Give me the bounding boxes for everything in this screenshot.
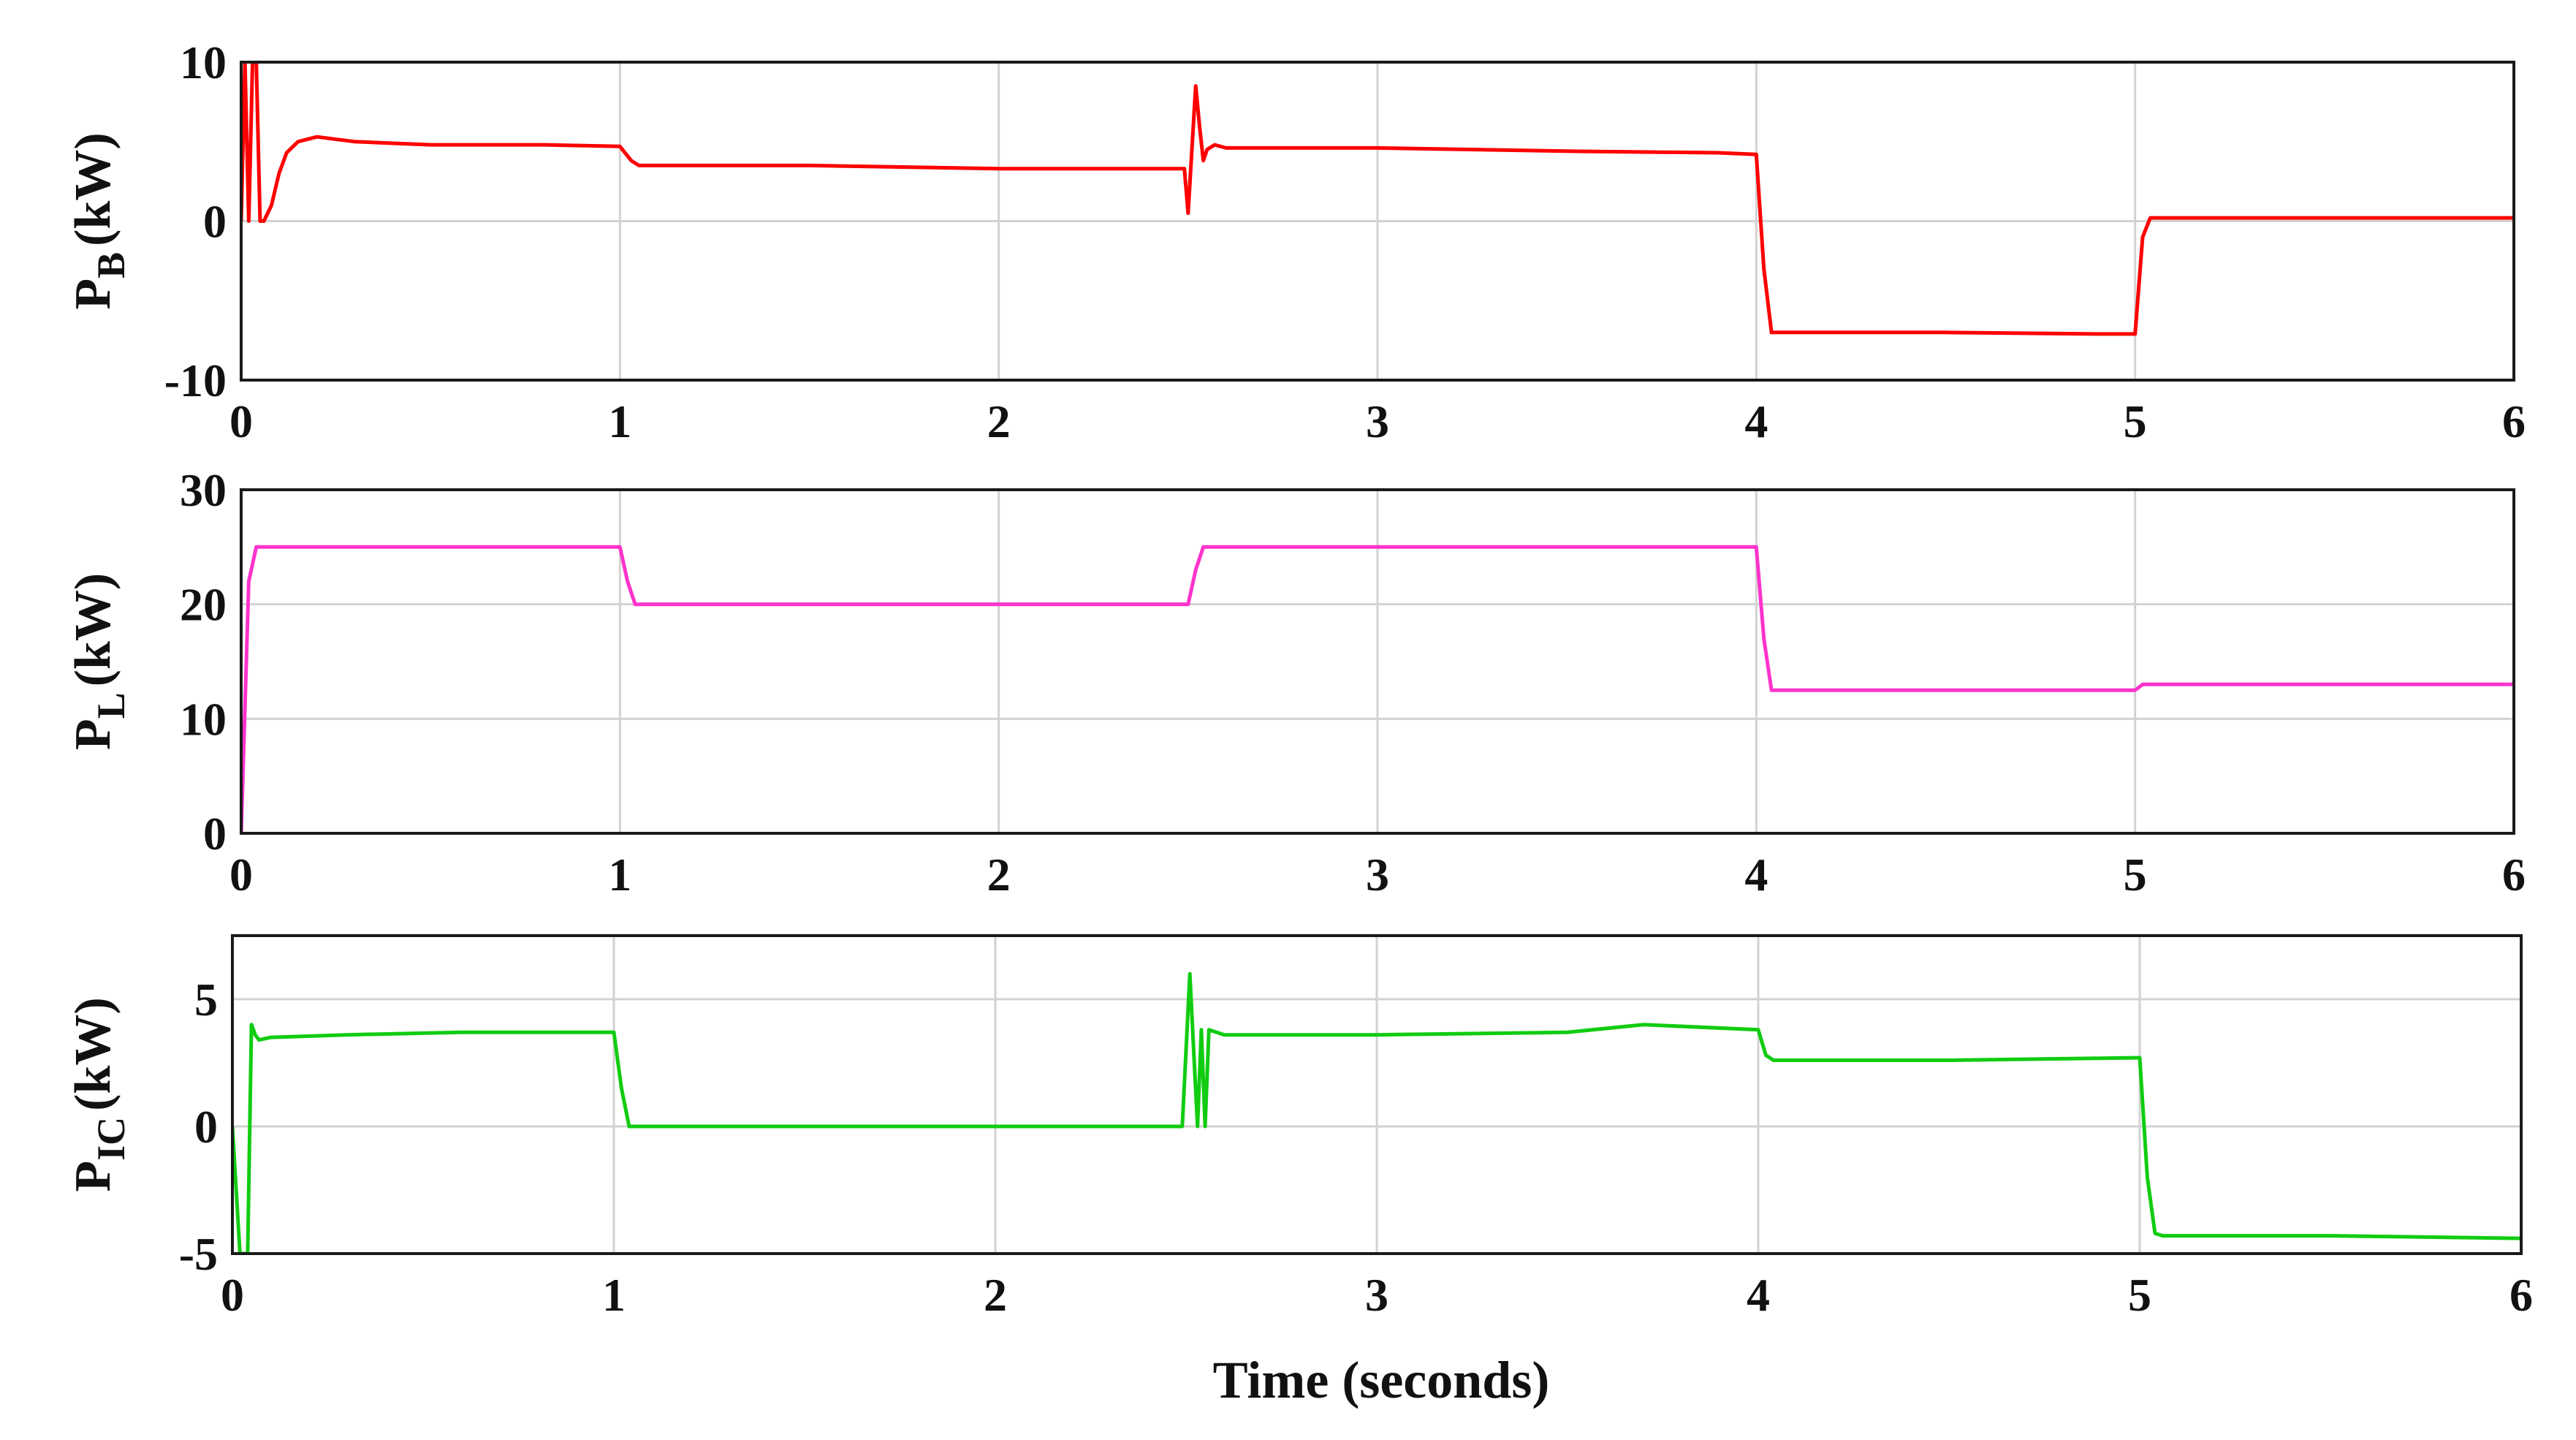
pb-y-axis-label: PB (kW)	[65, 132, 133, 309]
pl-x-tick-label: 6	[2502, 849, 2526, 901]
pl-x-tick-label: 2	[987, 849, 1011, 901]
pb-y-tick-label: 10	[180, 37, 227, 88]
pb-y-tick-label: -10	[164, 355, 227, 406]
pb-series-line	[241, 62, 2514, 336]
pb-x-tick-label: 0	[229, 395, 253, 447]
y-label-unit: (kW)	[65, 573, 121, 687]
pl-y-axis-label: PL (kW)	[65, 573, 133, 750]
pic-x-tick-label: 3	[1365, 1269, 1388, 1321]
pb-x-tick-label: 6	[2502, 395, 2526, 447]
pb-x-tick-label: 1	[608, 395, 631, 447]
load-power-panel: 0 1 2 3 4 5 6 0 10 20 30 PL (kW)	[65, 464, 2526, 901]
pic-y-axis-label: PIC (kW)	[65, 997, 133, 1191]
pl-series-line	[241, 545, 2514, 833]
pic-x-tick-label: 2	[984, 1269, 1007, 1321]
pl-x-tick-label: 4	[1744, 849, 1768, 901]
pic-y-tick-label: 0	[194, 1101, 218, 1153]
y-label-main: P	[65, 278, 121, 310]
pic-x-tick-label: 1	[602, 1269, 626, 1321]
x-axis-label: Time (seconds)	[1213, 1351, 1550, 1409]
y-label-subscript: IC	[89, 1117, 133, 1161]
pic-y-tick-label: 5	[194, 974, 218, 1026]
pl-frame	[240, 488, 2515, 835]
pl-x-tick-label: 0	[229, 849, 253, 901]
pic-x-tick-label: 5	[2128, 1269, 2151, 1321]
y-label-unit: (kW)	[65, 997, 121, 1111]
pl-x-tick-label: 3	[1366, 849, 1389, 901]
pb-x-tick-label: 2	[987, 395, 1011, 447]
pb-x-tick-label: 4	[1744, 395, 1768, 447]
pb-frame	[240, 61, 2515, 382]
y-label-unit: (kW)	[65, 132, 121, 246]
pb-y-tick-label: 0	[203, 196, 227, 248]
y-label-subscript: L	[89, 692, 133, 719]
pic-frame	[231, 934, 2523, 1255]
pl-y-tick-label: 0	[203, 808, 227, 860]
y-label-main: P	[65, 1161, 121, 1192]
pic-series-line	[232, 971, 2521, 1254]
pb-x-tick-label: 3	[1366, 395, 1389, 447]
pb-x-tick-label: 5	[2124, 395, 2147, 447]
pl-y-tick-label: 10	[180, 693, 227, 745]
y-label-main: P	[65, 719, 121, 750]
pl-x-tick-label: 5	[2124, 849, 2147, 901]
pic-y-tick-label: -5	[179, 1228, 218, 1280]
pl-y-tick-label: 30	[180, 464, 227, 516]
pic-x-tick-label: 4	[1747, 1269, 1770, 1321]
y-label-subscript: B	[89, 252, 133, 278]
pic-x-tick-label: 0	[221, 1269, 244, 1321]
pl-x-tick-label: 1	[608, 849, 631, 901]
pl-y-tick-label: 20	[180, 579, 227, 631]
pic-x-tick-label: 6	[2509, 1269, 2533, 1321]
